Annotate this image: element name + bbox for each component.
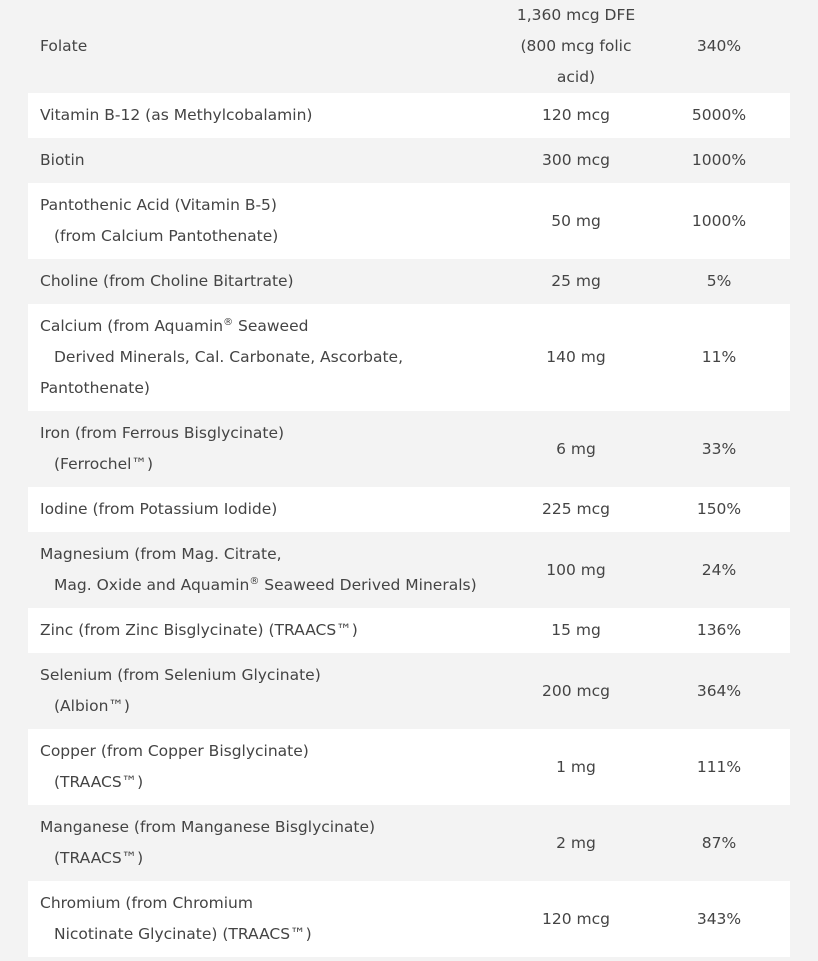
nutrient-name-line: Biotin [40, 151, 85, 169]
nutrient-name-line: Choline (from Choline Bitartrate) [40, 272, 294, 290]
amount-per-serving: 2 mg [556, 833, 596, 852]
table-row: Manganese (from Manganese Bisglycinate) … [28, 805, 790, 881]
table-row: Pantothenic Acid (Vitamin B-5) (from Cal… [28, 183, 790, 259]
amount-per-serving: 120 mcg [542, 106, 610, 124]
daily-value: 343% [696, 909, 742, 928]
nutrient-name: Folate [28, 0, 490, 93]
daily-value: 24% [701, 560, 737, 579]
nutrient-name-line: Iron (from Ferrous Bisglycinate) [40, 424, 285, 442]
nutrient-name-line: Zinc (from Zinc Bisglycinate) (TRAACS™) [40, 621, 358, 639]
nutrient-name: Biotin [28, 138, 490, 183]
daily-value: 5000% [691, 106, 747, 124]
nutrient-name: Pantothenic Acid (Vitamin B-5) (from Cal… [28, 183, 490, 259]
nutrient-name-line: Nicotinate Glycinate) (TRAACS™) [54, 925, 312, 943]
amount-per-serving: 15 mg [551, 621, 601, 639]
amount-per-serving: 225 mcg [542, 500, 610, 518]
daily-value: 5% [706, 272, 732, 290]
nutrient-name: Magnesium (from Mag. Citrate, Mag. Oxide… [28, 532, 490, 608]
amount-line: (800 mcg folic [520, 37, 632, 55]
daily-value: 150% [696, 500, 742, 518]
daily-value: 340% [696, 37, 742, 55]
nutrient-name-line: Magnesium (from Mag. Citrate, [40, 545, 282, 563]
daily-value: 87% [701, 833, 737, 852]
table-row: Iodine (from Potassium Iodide) 225 mcg 1… [28, 487, 790, 532]
nutrient-name: Copper (from Copper Bisglycinate) (TRAAC… [28, 729, 490, 805]
nutrient-name: Iron (from Ferrous Bisglycinate) (Ferroc… [28, 411, 490, 487]
name-text: Seaweed Derived Minerals) [259, 576, 477, 594]
nutrient-name: Iodine (from Potassium Iodide) [28, 487, 490, 532]
nutrient-name: Calcium (from Aquamin® Seaweed Derived M… [28, 304, 490, 411]
amount-per-serving: 200 mcg [542, 681, 610, 700]
nutrient-name-line: (TRAACS™) [54, 773, 144, 791]
table-row: Magnesium (from Mag. Citrate, Mag. Oxide… [28, 532, 790, 608]
nutrient-name-line: (Albion™) [54, 697, 130, 715]
nutrient-facts-table: Folate 1,360 mcg DFE (800 mcg folic acid… [28, 0, 790, 957]
daily-value: 364% [696, 681, 742, 700]
amount-per-serving: 25 mg [551, 272, 601, 290]
nutrient-name: Chromium (from Chromium Nicotinate Glyci… [28, 881, 490, 957]
nutrient-name: Choline (from Choline Bitartrate) [28, 259, 490, 304]
amount-line: 1,360 mcg DFE [516, 6, 636, 24]
daily-value: 11% [701, 348, 737, 366]
daily-value: 33% [701, 439, 737, 458]
nutrient-name-line: (TRAACS™) [54, 849, 144, 867]
nutrient-name-line: Iodine (from Potassium Iodide) [40, 500, 278, 518]
table-row: Selenium (from Selenium Glycinate) (Albi… [28, 653, 790, 729]
amount-per-serving: 120 mcg [542, 909, 610, 928]
nutrient-name-line: Derived Minerals, Cal. Carbonate, Ascorb… [54, 348, 403, 366]
nutrient-name-line: (Ferrochel™) [54, 455, 154, 473]
nutrient-name: Manganese (from Manganese Bisglycinate) … [28, 805, 490, 881]
nutrient-name: Vitamin B-12 (as Methylcobalamin) [28, 93, 490, 138]
nutrient-name-line: Vitamin B-12 (as Methylcobalamin) [40, 106, 313, 124]
nutrient-name-line: Copper (from Copper Bisglycinate) [40, 742, 309, 760]
nutrient-name-line: Selenium (from Selenium Glycinate) [40, 666, 321, 684]
nutrient-name-line: Manganese (from Manganese Bisglycinate) [40, 818, 376, 836]
amount-per-serving: 1 mg [556, 757, 596, 776]
nutrient-name-line: Folate [40, 37, 88, 55]
registered-mark: ® [223, 316, 234, 328]
nutrient-name-line: Pantothenate) [40, 379, 150, 397]
name-text: Seaweed [233, 317, 309, 335]
table-row: Iron (from Ferrous Bisglycinate) (Ferroc… [28, 411, 790, 487]
nutrient-name-line: Pantothenic Acid (Vitamin B-5) [40, 196, 277, 214]
table-row: Copper (from Copper Bisglycinate) (TRAAC… [28, 729, 790, 805]
amount-line: acid) [556, 68, 596, 86]
table-row: Chromium (from Chromium Nicotinate Glyci… [28, 881, 790, 957]
nutrient-name-line: Chromium (from Chromium [40, 894, 253, 912]
table-row: Biotin 300 mcg 1000% [28, 138, 790, 183]
table-row: Zinc (from Zinc Bisglycinate) (TRAACS™) … [28, 608, 790, 653]
amount-per-serving: 140 mg [546, 348, 606, 366]
registered-mark: ® [249, 575, 260, 587]
amount-per-serving: 6 mg [556, 439, 596, 458]
table-row: Choline (from Choline Bitartrate) 25 mg … [28, 259, 790, 304]
amount-per-serving: 1,360 mcg DFE (800 mcg folic acid) [490, 0, 662, 93]
amount-per-serving: 300 mcg [542, 151, 610, 169]
table-row: Calcium (from Aquamin® Seaweed Derived M… [28, 304, 790, 411]
table-row: Folate 1,360 mcg DFE (800 mcg folic acid… [28, 0, 790, 93]
daily-value: 1000% [691, 151, 747, 169]
amount-per-serving: 50 mg [551, 211, 601, 230]
daily-value: 111% [696, 757, 742, 776]
nutrient-name-line: (from Calcium Pantothenate) [54, 227, 279, 245]
amount-per-serving: 100 mg [546, 560, 606, 579]
nutrient-name-line: Mag. Oxide and Aquamin® Seaweed Derived … [40, 570, 484, 601]
name-text: Calcium (from Aquamin [40, 317, 224, 335]
nutrient-name: Zinc (from Zinc Bisglycinate) (TRAACS™) [28, 608, 490, 653]
nutrient-name-line: Calcium (from Aquamin® Seaweed [40, 311, 484, 342]
daily-value: 1000% [691, 211, 747, 230]
nutrient-name: Selenium (from Selenium Glycinate) (Albi… [28, 653, 490, 729]
daily-value: 136% [696, 621, 742, 639]
name-text: Mag. Oxide and Aquamin [54, 576, 250, 594]
table-row: Vitamin B-12 (as Methylcobalamin) 120 mc… [28, 93, 790, 138]
